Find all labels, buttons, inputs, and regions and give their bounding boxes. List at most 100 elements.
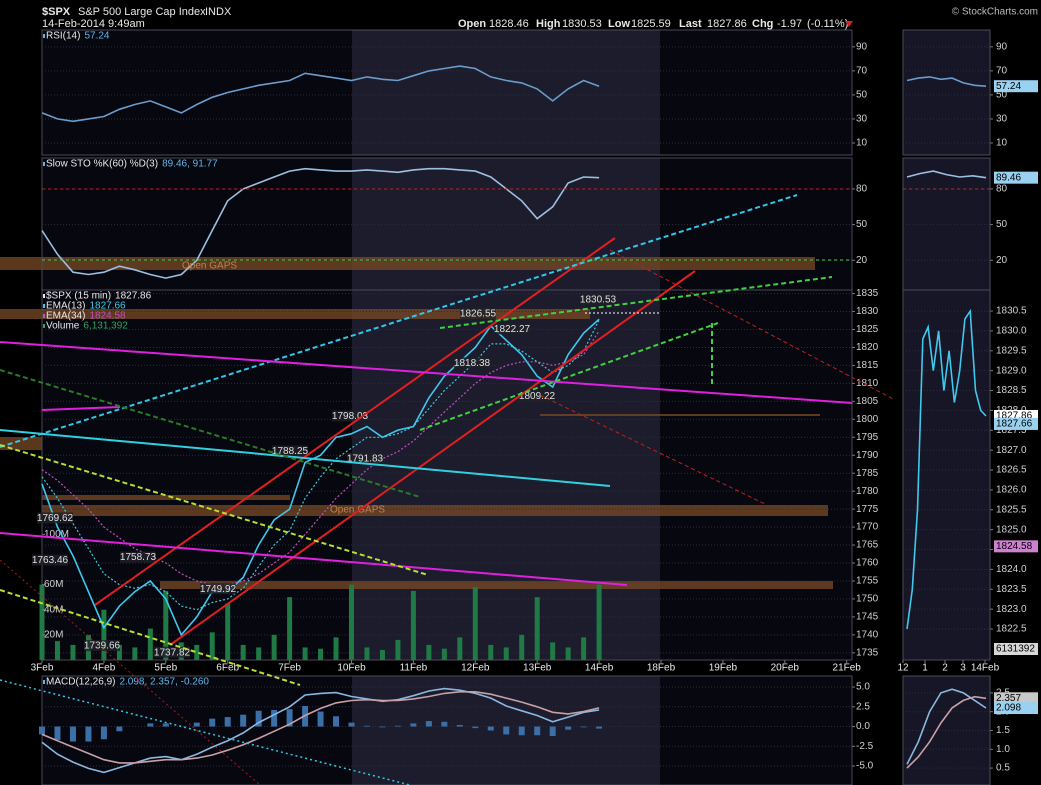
value-marker [994, 692, 1038, 705]
legend-name: Slow STO %K(60) %D(3) [46, 159, 158, 170]
y-tick-label: 1827.0 [996, 445, 1027, 456]
trend-lines [0, 188, 990, 785]
histogram-bar [271, 709, 278, 727]
y-tick-label: 1.0 [996, 744, 1010, 755]
trend-line [0, 679, 411, 785]
y-tick-label: 1745 [856, 612, 879, 623]
volume-bar [318, 648, 324, 660]
y-tick-label: 80 [856, 184, 868, 195]
y-tick-label: 1824.0 [996, 564, 1027, 575]
y-tick-label: 1825.5 [996, 504, 1027, 515]
legend-swatch [43, 324, 45, 328]
x-tick-label: 12 [897, 663, 909, 674]
panel-backgrounds [42, 30, 990, 785]
annotation-bg [154, 646, 190, 658]
volume-bar [116, 644, 122, 660]
volume-bar [395, 639, 401, 660]
series-line [41, 691, 600, 764]
trend-line [0, 532, 628, 586]
series-line [41, 318, 600, 637]
datetime: 14-Feb-2014 9:49am [42, 18, 145, 30]
legend-swatch [43, 680, 45, 684]
x-tick-label: 19Feb [709, 663, 738, 674]
histogram-bar [565, 726, 572, 730]
y-tick-label: 2.5 [856, 701, 870, 712]
volume-bar [333, 637, 339, 660]
chg-percent: (-0.11%) [807, 18, 848, 30]
trend-line [41, 406, 121, 411]
y-tick-label: 1800 [856, 414, 879, 425]
x-tick-label: 12Feb [461, 663, 490, 674]
chg-value: -1.97 [777, 18, 802, 30]
series-line [906, 308, 987, 630]
value-marker [994, 80, 1038, 93]
y-tick-label: 1805 [856, 396, 879, 407]
gap-bands [0, 257, 833, 589]
price-annotation: 1758.73 [120, 552, 157, 563]
y-tick-label: 1822.5 [996, 624, 1027, 635]
y-tick-label: -5.0 [856, 761, 874, 772]
x-tick-label: 14Feb [585, 663, 614, 674]
y-tick-label: 30 [856, 114, 868, 125]
series-line [41, 65, 600, 123]
volume-bar [472, 587, 478, 660]
histogram-bar [116, 726, 123, 732]
x-tick-label: 10Feb [337, 663, 366, 674]
x-tick-label: 1 [922, 663, 928, 674]
histogram-bar [394, 725, 401, 727]
volume-bar [488, 644, 494, 660]
gap-note: Open GAPS [182, 261, 237, 272]
panel-frame [41, 29, 853, 156]
annotation-bg [347, 452, 383, 464]
price-annotation: 1809.22 [519, 391, 556, 402]
annotation-bg [460, 307, 496, 319]
y-tick-label: 50 [856, 219, 868, 230]
histogram-bar [549, 726, 556, 737]
trend-line [0, 194, 798, 448]
y-tick-label: 1825.0 [996, 524, 1027, 535]
y-tick-label: 1826.5 [996, 465, 1027, 476]
gap-band [540, 414, 820, 416]
annotation-bg [494, 323, 530, 335]
volume-bar [39, 584, 45, 660]
price-annotation: 1749.92 [200, 584, 237, 595]
y-tick-label: 1750 [856, 594, 879, 605]
histogram-bar [69, 726, 76, 742]
y-tick-label: 70 [996, 66, 1008, 77]
y-tick-label: 80 [996, 184, 1008, 195]
annotation-bg [519, 390, 555, 402]
series-line [906, 76, 987, 87]
trend-line [0, 429, 611, 487]
series-line [906, 688, 987, 765]
volume-bar [132, 647, 138, 660]
series-line [41, 319, 600, 611]
volume-bar [147, 628, 153, 660]
high-value: 1830.53 [562, 18, 602, 30]
header: $SPX S&P 500 Large Cap Index INDX 14-Feb… [42, 6, 1038, 30]
volume-bar [581, 637, 587, 660]
legend-value: 1827.86 [115, 291, 152, 302]
y-tick-label: 5.0 [856, 682, 870, 693]
volume-bar [240, 644, 246, 660]
security-name: S&P 500 Large Cap Index [78, 6, 206, 18]
trend-line [439, 276, 833, 329]
exchange: INDX [205, 6, 232, 18]
price-annotation: 1830.53 [580, 294, 617, 305]
volume-bar [287, 597, 293, 660]
volume-bar [410, 590, 416, 660]
volume-bar [364, 647, 370, 660]
volume-bar [519, 634, 525, 660]
value-marker-label: 2.357 [996, 693, 1021, 704]
panel-frame [41, 289, 853, 661]
price-annotation: 1788.25 [272, 446, 309, 457]
volume-bar [101, 609, 107, 660]
value-marker-label: 89.46 [996, 172, 1021, 183]
y-tick-label: 50 [996, 90, 1008, 101]
trend-line [419, 322, 719, 431]
x-tick-label: 7Feb [278, 663, 301, 674]
volume-bar [596, 584, 602, 660]
histogram-bar [85, 726, 92, 742]
x-tick-label: 13Feb [523, 663, 552, 674]
trend-line [609, 249, 896, 401]
